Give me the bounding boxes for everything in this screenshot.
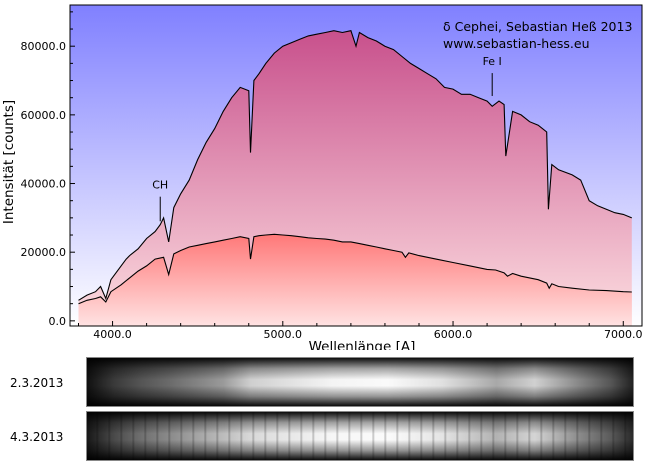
y-axis-label: Intensität [counts] bbox=[1, 100, 17, 224]
y-tick-label: 60000.0 bbox=[21, 109, 67, 122]
chart-title: δ Cephei, Sebastian Heß 2013 bbox=[443, 19, 632, 34]
y-tick-label: 80000.0 bbox=[21, 40, 67, 53]
y-tick-label: 20000.0 bbox=[21, 246, 67, 259]
x-tick-label: 5000.0 bbox=[264, 328, 303, 341]
x-axis-label: Wellenlänge [A] bbox=[309, 339, 416, 350]
x-axis: 4000.0 5000.0 6000.0 7000.0 bbox=[78, 321, 643, 341]
spectrum-strip-image-1 bbox=[86, 357, 634, 407]
spectrum-chart: 0.0 20000.0 40000.0 60000.0 80000.0 4000.0 50… bbox=[1, 4, 643, 350]
y-tick-label: 0.0 bbox=[49, 315, 67, 328]
y-axis: 0.0 20000.0 40000.0 60000.0 80000.0 bbox=[21, 11, 75, 328]
plot-frame bbox=[69, 4, 643, 327]
annotation-label: CH bbox=[152, 179, 168, 192]
lower-series-area bbox=[78, 234, 632, 326]
annotation-label: Fe I bbox=[483, 55, 502, 68]
x-tick-label: 4000.0 bbox=[93, 328, 132, 341]
lower-series-line bbox=[78, 233, 632, 305]
x-tick-label: 7000.0 bbox=[604, 328, 643, 341]
annotations: CH Fe I bbox=[152, 55, 502, 222]
chart-subtitle: www.sebastian-hess.eu bbox=[443, 36, 590, 51]
y-tick-label: 40000.0 bbox=[21, 178, 67, 191]
x-tick-label: 6000.0 bbox=[434, 328, 473, 341]
strip-date-label-1: 2.3.2013 bbox=[10, 376, 64, 390]
spectrum-strip-image-2 bbox=[86, 411, 634, 461]
upper-series-line bbox=[78, 30, 633, 301]
strip-date-label-2: 4.3.2013 bbox=[10, 430, 64, 444]
